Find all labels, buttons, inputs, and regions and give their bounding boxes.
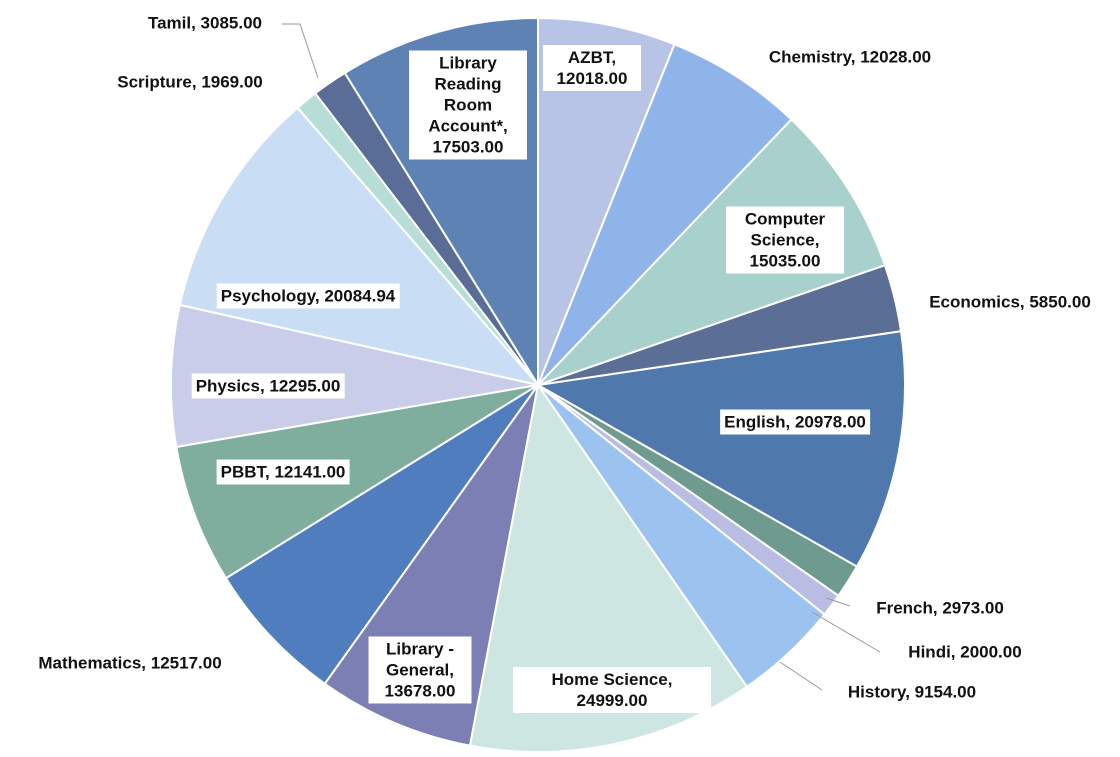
data-label: English, 20978.00 [720,409,870,435]
data-label: Library - General, 13678.00 [368,636,472,704]
data-label: Home Science, 24999.00 [513,667,711,713]
data-label: Physics, 12295.00 [191,373,345,399]
data-label: AZBT, 12018.00 [543,45,641,91]
pie-slice [537,42,793,386]
pie-slice [468,382,749,753]
pie-slice [178,106,541,387]
leader-line [779,661,823,691]
pie-slice [170,303,539,449]
data-label: Psychology, 20084.94 [216,283,400,309]
data-label: Hindi, 2000.00 [908,642,1022,662]
leader-lines [282,23,881,691]
pie-slice [175,384,539,580]
leader-line [825,597,851,607]
data-label: Mathematics, 12517.00 [38,653,222,673]
pie-slice [537,118,887,386]
data-label: Library Reading Room Account*, 17503.00 [409,50,527,160]
pie-slice [224,384,539,686]
pie-slice [534,330,906,568]
data-label: Tamil, 3085.00 [147,13,263,33]
data-label: PBBT, 12141.00 [216,459,350,485]
pie-slice [537,16,676,386]
data-label: Computer Science, 15035.00 [726,206,844,274]
data-label: French, 2973.00 [876,598,1004,618]
leader-line [811,611,881,653]
leader-line [282,23,319,79]
data-label: Economics, 5850.00 [929,292,1091,312]
data-label: History, 9154.00 [847,682,977,702]
data-label: Chemistry, 12028.00 [768,47,932,67]
data-label: Scripture, 1969.00 [117,72,263,92]
